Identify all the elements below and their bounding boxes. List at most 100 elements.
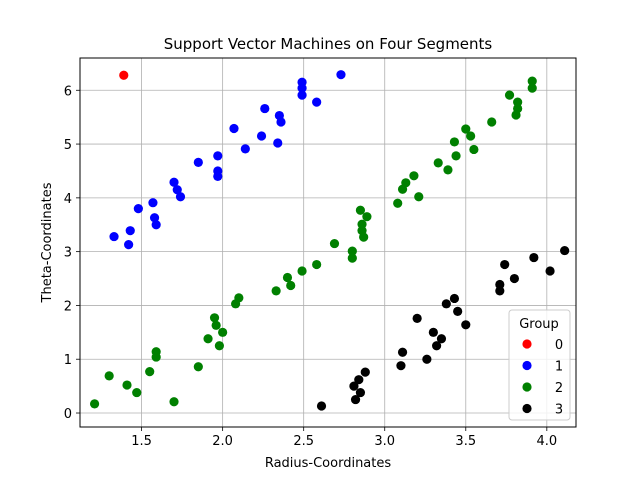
data-point-group-1	[149, 213, 160, 223]
data-point-group-2	[145, 366, 155, 377]
data-point-group-2	[359, 232, 369, 242]
data-point-group-1	[312, 97, 322, 107]
data-point-group-1	[193, 157, 203, 167]
data-point-group-1	[213, 171, 223, 181]
legend: Group 0 1 2 3	[508, 309, 571, 421]
data-point-group-1	[148, 198, 158, 208]
data-point-group-2	[282, 272, 293, 283]
data-point-group-2	[218, 327, 228, 337]
data-point-group-2	[461, 124, 471, 134]
data-point-group-2	[466, 131, 476, 141]
data-point-group-2	[487, 117, 497, 127]
data-point-group-2	[513, 97, 523, 107]
data-point-group-2	[347, 253, 357, 263]
legend-box	[508, 309, 571, 421]
legend-label-2: 2	[555, 381, 563, 396]
data-point-group-1	[213, 151, 223, 161]
data-point-group-2	[122, 380, 132, 390]
data-point-group-3	[355, 387, 366, 398]
data-point-group-3	[441, 299, 451, 309]
data-point-group-0	[119, 70, 129, 80]
data-point-group-3	[396, 361, 406, 371]
y-tick-label: 3	[64, 246, 72, 261]
x-tick-label: 3.0	[374, 434, 395, 449]
data-point-group-2	[312, 259, 322, 270]
legend-marker-3	[522, 403, 532, 414]
data-point-group-1	[336, 70, 346, 80]
x-tick-label: 3.5	[455, 434, 476, 449]
data-point-group-2	[401, 178, 411, 188]
data-point-group-3	[500, 259, 510, 270]
data-point-group-2	[355, 205, 366, 215]
data-point-group-1	[240, 144, 250, 154]
data-point-group-1	[172, 185, 182, 195]
data-point-group-1	[133, 204, 143, 214]
data-point-group-2	[362, 212, 372, 222]
data-point-group-3	[432, 341, 442, 351]
data-point-group-2	[234, 293, 244, 303]
data-point-group-2	[504, 90, 515, 100]
legend-marker-0	[522, 339, 532, 349]
data-point-group-2	[104, 371, 114, 381]
data-point-group-3	[453, 306, 463, 316]
x-tick-label: 2.0	[212, 434, 233, 449]
data-point-group-3	[461, 320, 471, 330]
legend-marker-2	[522, 382, 532, 392]
data-point-group-1	[260, 103, 270, 114]
data-point-group-2	[329, 238, 340, 249]
data-point-group-1	[125, 226, 135, 236]
data-point-group-2	[286, 280, 296, 291]
y-tick-label: 6	[64, 84, 72, 99]
data-point-group-2	[393, 198, 403, 208]
data-point-group-2	[347, 246, 357, 256]
data-point-group-2	[203, 334, 213, 344]
legend-title: Group	[519, 317, 559, 332]
data-point-group-2	[132, 387, 142, 398]
data-point-group-2	[211, 320, 221, 330]
data-point-group-3	[449, 293, 460, 304]
data-point-group-3	[397, 347, 408, 357]
legend-marker-1	[522, 360, 532, 371]
data-point-group-1	[276, 117, 286, 127]
x-tick-label: 2.5	[293, 434, 314, 449]
data-point-group-2	[451, 151, 461, 161]
y-tick-label: 4	[64, 192, 72, 207]
data-point-group-2	[443, 165, 453, 175]
data-point-group-1	[297, 83, 307, 93]
data-point-group-2	[193, 362, 203, 372]
grid-lines	[80, 58, 576, 427]
data-point-group-2	[513, 103, 523, 114]
data-point-group-1	[256, 131, 267, 141]
data-point-group-3	[428, 327, 438, 337]
data-point-group-2	[169, 397, 179, 407]
data-point-group-1	[175, 192, 186, 202]
y-axis-label: Theta-Coordinates	[40, 182, 55, 303]
data-point-group-3	[509, 273, 520, 284]
y-tick-label: 1	[64, 353, 72, 368]
x-tick-label: 1.5	[131, 434, 152, 449]
data-point-group-3	[349, 381, 359, 391]
data-point-group-2	[449, 137, 460, 147]
plot-frame	[79, 57, 577, 428]
data-point-group-3	[350, 394, 361, 405]
data-point-group-3	[495, 286, 505, 296]
data-point-group-1	[109, 231, 119, 242]
data-point-group-2	[214, 341, 224, 351]
legend-label-1: 1	[555, 360, 563, 375]
data-point-group-2	[527, 83, 537, 93]
data-point-group-2	[469, 144, 479, 155]
plot-area	[80, 58, 576, 427]
data-point-group-3	[360, 367, 370, 377]
data-point-group-2	[357, 219, 367, 229]
data-point-group-3	[354, 375, 364, 385]
data-point-group-1	[297, 90, 307, 100]
x-axis-label: Radius-Coordinates	[265, 456, 392, 471]
chart-title: Support Vector Machines on Four Segments	[164, 35, 493, 53]
data-point-group-3	[560, 245, 570, 256]
data-point-group-1	[151, 220, 161, 230]
data-point-group-1	[229, 123, 239, 134]
data-point-group-3	[495, 279, 505, 290]
data-point-group-3	[545, 266, 555, 276]
data-point-group-2	[527, 76, 537, 86]
